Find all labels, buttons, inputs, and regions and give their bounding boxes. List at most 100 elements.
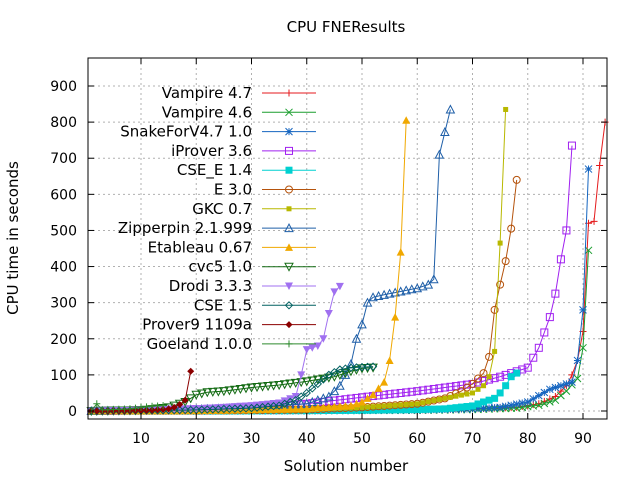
series-point [324, 403, 333, 411]
series-point [269, 400, 278, 408]
series-point [457, 403, 465, 411]
ticks: 10 20 30 40 50 60 70 80 900100200300400500600700… [50, 58, 607, 447]
series-point [368, 292, 378, 302]
series-point [579, 343, 587, 352]
y-tick-label: 0 [68, 404, 77, 420]
series-point [219, 387, 229, 397]
series-point [474, 404, 482, 413]
legend-label: E 3.0 [214, 181, 252, 199]
legend-swatch-marker [285, 282, 293, 290]
series-point [418, 386, 427, 395]
series-point [507, 401, 516, 410]
series-point [440, 383, 449, 392]
legend-label: CSE 1.5 [194, 296, 252, 314]
series-point [562, 226, 571, 235]
series-point [297, 404, 306, 413]
series-point [148, 406, 156, 414]
series-point [359, 404, 365, 410]
series-point [485, 396, 493, 404]
series-point [496, 280, 505, 289]
series-point [301, 377, 312, 387]
series-point [480, 398, 488, 406]
series-point [440, 126, 450, 137]
legend-entry: Vampire 4.7 [162, 84, 316, 102]
series-point [236, 402, 245, 411]
series-point [246, 383, 257, 393]
series-point [429, 384, 438, 393]
series-point [534, 343, 543, 352]
series-point [175, 405, 184, 414]
legend-swatch-marker [285, 321, 293, 329]
series-point [401, 285, 412, 295]
series-point [501, 402, 510, 411]
series-point [319, 403, 328, 412]
series-point [551, 289, 560, 298]
series-point [241, 384, 251, 394]
series-point [335, 282, 344, 291]
series-point [187, 367, 195, 375]
series-point [313, 404, 322, 412]
series-point [352, 406, 360, 414]
series-point [319, 375, 328, 384]
series-point [507, 224, 516, 233]
series-point [590, 217, 598, 225]
series-point [435, 384, 444, 393]
series-point [398, 402, 404, 408]
series-point [170, 403, 178, 411]
series-point [252, 383, 262, 393]
series-point [385, 356, 394, 364]
x-tick-label: 60 [408, 431, 426, 447]
series-point [423, 279, 434, 289]
series-point [507, 373, 515, 381]
series-point [408, 406, 416, 414]
series-point [324, 373, 334, 383]
legend-entry: Drodi 3.3.3 [169, 277, 316, 295]
legend-label: Zipperpin 2.1.999 [118, 219, 252, 237]
series-point [490, 403, 499, 412]
series-point [329, 372, 340, 382]
series-point [395, 286, 406, 296]
series-point [496, 389, 504, 397]
series-point [308, 384, 317, 393]
legend-entry: CSE_E 1.4 [177, 161, 316, 180]
series-point [176, 401, 184, 408]
legend-swatch-marker [285, 340, 293, 348]
series-point [474, 400, 482, 408]
series-point [297, 371, 306, 379]
series-point [391, 313, 400, 321]
series-point [545, 313, 554, 322]
series-point [557, 381, 565, 390]
series-point [464, 391, 470, 397]
series-point [434, 149, 445, 159]
series-point [540, 388, 549, 397]
series-point [335, 402, 344, 410]
series-point [406, 284, 417, 294]
series-point [557, 391, 565, 400]
series-point [380, 378, 389, 386]
series-point [385, 390, 394, 399]
legend-label: Goeland 1.0.0 [147, 335, 252, 353]
series-point [181, 396, 189, 404]
y-tick-label: 200 [50, 332, 77, 348]
series-point [529, 353, 538, 362]
series-point [175, 405, 184, 415]
y-tick-label: 900 [50, 79, 77, 95]
legend-swatch-marker [285, 243, 293, 251]
series-point [324, 310, 333, 318]
series-point [275, 399, 284, 408]
series-point [540, 399, 549, 408]
series-point [196, 389, 207, 399]
series-point [335, 380, 345, 390]
series-point [241, 402, 250, 410]
series-point [230, 403, 239, 411]
series-point [380, 390, 389, 399]
legend-label: iProver 3.6 [171, 142, 252, 160]
series-point [347, 406, 355, 414]
series-point [302, 388, 311, 398]
legend-entry: Goeland 1.0.0 [147, 335, 316, 353]
series-point [213, 387, 224, 397]
series-point [491, 394, 499, 402]
legend-swatch-marker [284, 223, 294, 233]
